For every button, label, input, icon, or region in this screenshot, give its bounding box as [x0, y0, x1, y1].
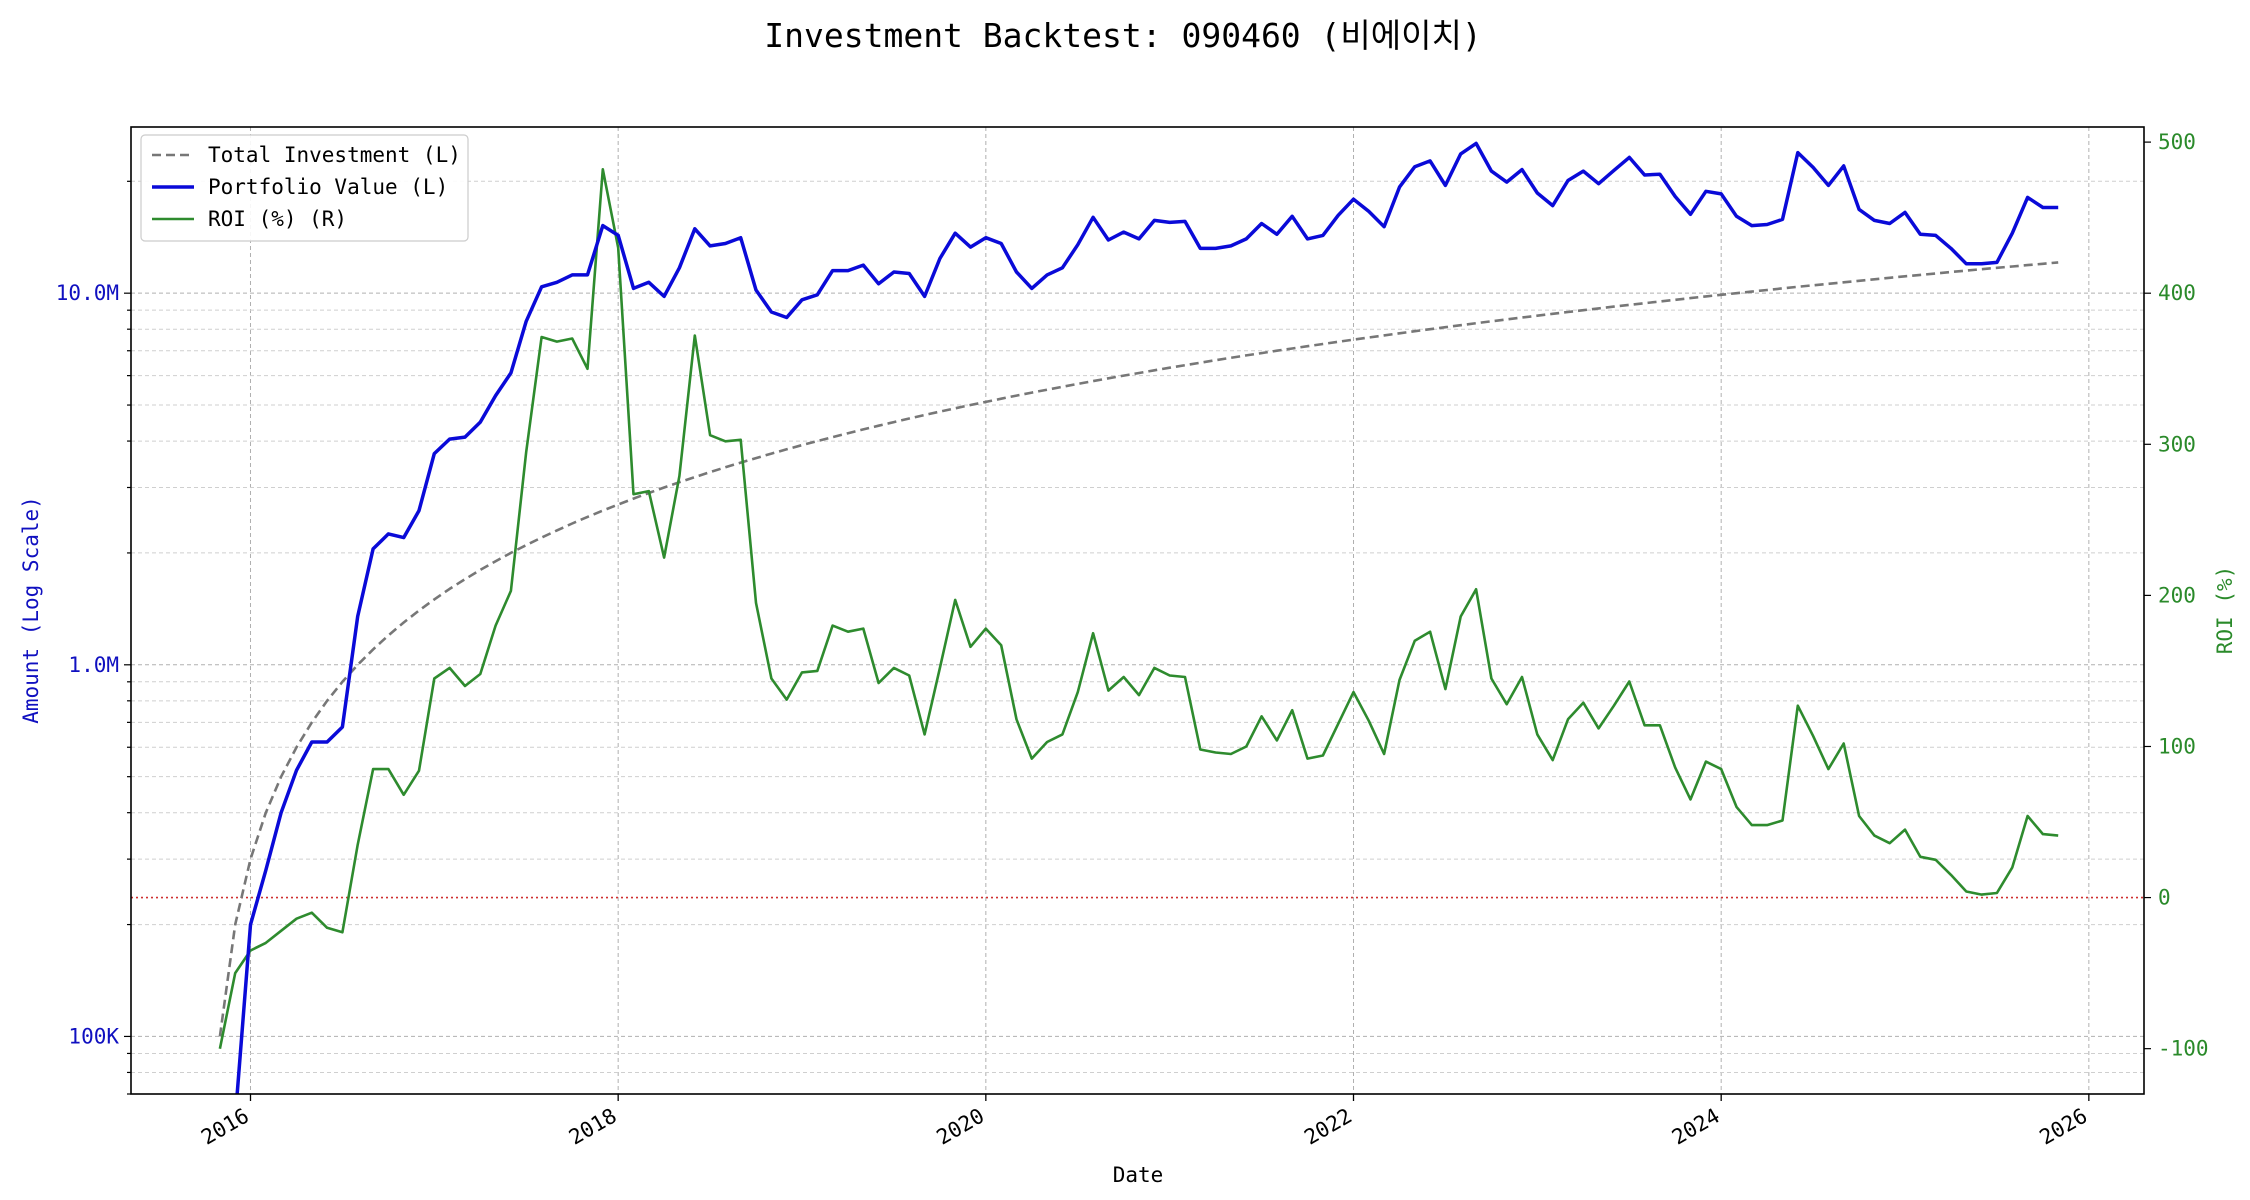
- portfolio-value-line: [235, 141, 2059, 1094]
- series-lines: [218, 141, 2059, 1094]
- legend-label-roi: ROI (%) (R): [208, 207, 347, 231]
- x-axis-label: Date: [1113, 1163, 1164, 1187]
- y-right-tick-label: 100: [2158, 734, 2196, 758]
- legend-box: [140, 134, 469, 242]
- total-investment-line: [218, 261, 2059, 1037]
- right-axis-ticks: -100 0 100 200 300 400 500: [2144, 130, 2209, 1061]
- roi-line: [218, 168, 2059, 1049]
- y-right-tick-label: 500: [2158, 130, 2196, 154]
- legend-label-total-investment: Total Investment (L): [208, 143, 461, 167]
- legend-label-portfolio-value: Portfolio Value (L): [208, 175, 448, 199]
- y-left-tick-label: 1.0M: [68, 653, 119, 677]
- y-left-tick-label: 10.0M: [56, 281, 119, 305]
- y-right-tick-label: -100: [2158, 1037, 2209, 1061]
- chart-title: Investment Backtest: 090460 (비에이치): [764, 16, 1481, 55]
- y-right-tick-label: 200: [2158, 583, 2196, 607]
- left-axis-ticks: 100K 1.0M 10.0M: [56, 180, 131, 1095]
- plot-frame: [130, 126, 2145, 1095]
- y-axis-right-label: ROI (%): [2213, 566, 2237, 655]
- y-right-tick-label: 400: [2158, 281, 2196, 305]
- y-left-tick-label: 100K: [68, 1024, 119, 1048]
- y-axis-left-label: Amount (Log Scale): [19, 496, 43, 724]
- legend: Total Investment (L) Portfolio Value (L)…: [140, 134, 469, 242]
- y-right-tick-label: 0: [2158, 886, 2171, 910]
- y-right-tick-label: 300: [2158, 432, 2196, 456]
- grid-lines: [131, 127, 2144, 1095]
